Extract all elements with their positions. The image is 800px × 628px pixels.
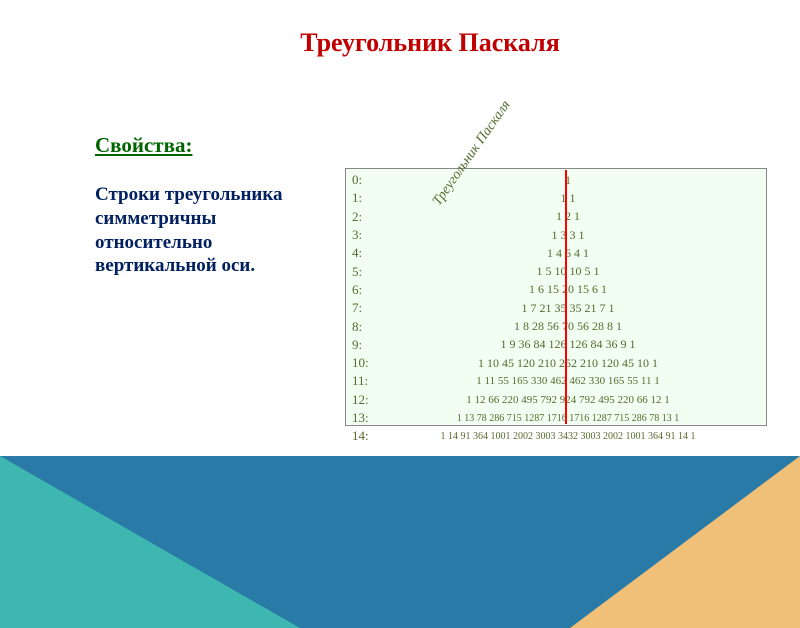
row-label: 14:: [348, 428, 372, 444]
triangle-row: 8: 1 8 28 56 70 56 28 8 1: [348, 317, 764, 335]
property-description: Строки треугольника симметричны относите…: [95, 183, 325, 278]
row-label: 5:: [348, 264, 372, 280]
triangle-row: 7: 1 7 21 35 35 21 7 1: [348, 299, 764, 317]
triangle-row: 6: 1 6 15 20 15 6 1: [348, 281, 764, 299]
row-label: 13:: [348, 410, 372, 426]
triangle-row: 13: 1 13 78 286 715 1287 1716 1716 1287 …: [348, 409, 764, 427]
symmetry-axis-line: [565, 170, 567, 424]
row-values: 1 10 45 120 210 252 210 120 45 10 1: [372, 356, 764, 371]
row-label: 12:: [348, 392, 372, 408]
row-values: 1 5 10 10 5 1: [372, 264, 764, 279]
triangle-row: 12: 1 12 66 220 495 792 924 792 495 220 …: [348, 391, 764, 409]
row-values: 1 4 6 4 1: [372, 246, 764, 261]
triangle-row: 11: 1 11 55 165 330 462 462 330 165 55 1…: [348, 372, 764, 390]
row-label: 6:: [348, 282, 372, 298]
row-values: 1 6 15 20 15 6 1: [372, 282, 764, 297]
row-values: 1 7 21 35 35 21 7 1: [372, 301, 764, 316]
row-label: 9:: [348, 337, 372, 353]
row-values: 1: [372, 173, 764, 188]
row-values: 1 14 91 364 1001 2002 3003 3432 3003 200…: [372, 431, 764, 442]
row-values: 1 3 3 1: [372, 228, 764, 243]
row-values: 1 2 1: [372, 209, 764, 224]
triangle-row: 3: 1 3 3 1: [348, 226, 764, 244]
triangle-row: 10: 1 10 45 120 210 252 210 120 45 10 1: [348, 354, 764, 372]
row-label: 3:: [348, 227, 372, 243]
triangle-row: 4: 1 4 6 4 1: [348, 244, 764, 262]
row-label: 11:: [348, 373, 372, 389]
row-values: 1 11 55 165 330 462 462 330 165 55 11 1: [372, 375, 764, 387]
row-label: 8:: [348, 319, 372, 335]
row-values: 1 12 66 220 495 792 924 792 495 220 66 1…: [372, 394, 764, 406]
row-values: 1 9 36 84 126 126 84 36 9 1: [372, 337, 764, 352]
triangle-row: 5: 1 5 10 10 5 1: [348, 262, 764, 280]
triangle-row: 14: 1 14 91 364 1001 2002 3003 3432 3003…: [348, 427, 764, 445]
row-values: 1 8 28 56 70 56 28 8 1: [372, 319, 764, 334]
decorative-orange-triangle: [570, 456, 800, 628]
row-values: 1 13 78 286 715 1287 1716 1716 1287 715 …: [372, 413, 764, 424]
triangle-row: 1: 1 1: [348, 189, 764, 207]
triangle-row: 2: 1 2 1: [348, 208, 764, 226]
row-label: 0:: [348, 172, 372, 188]
decorative-teal-triangle: [0, 456, 300, 628]
triangle-row: 9: 1 9 36 84 126 126 84 36 9 1: [348, 336, 764, 354]
page-title: Треугольник Паскаля: [60, 28, 800, 58]
row-label: 10:: [348, 355, 372, 371]
properties-heading: Свойства:: [95, 133, 192, 158]
pascal-triangle-box: 0: 1 1: 1 1 2: 1 2 1 3: 1 3 3 1 4: 1 4 6…: [345, 168, 767, 426]
row-label: 1:: [348, 190, 372, 206]
row-label: 4:: [348, 245, 372, 261]
triangle-row: 0: 1: [348, 171, 764, 189]
row-label: 7:: [348, 300, 372, 316]
row-label: 2:: [348, 209, 372, 225]
